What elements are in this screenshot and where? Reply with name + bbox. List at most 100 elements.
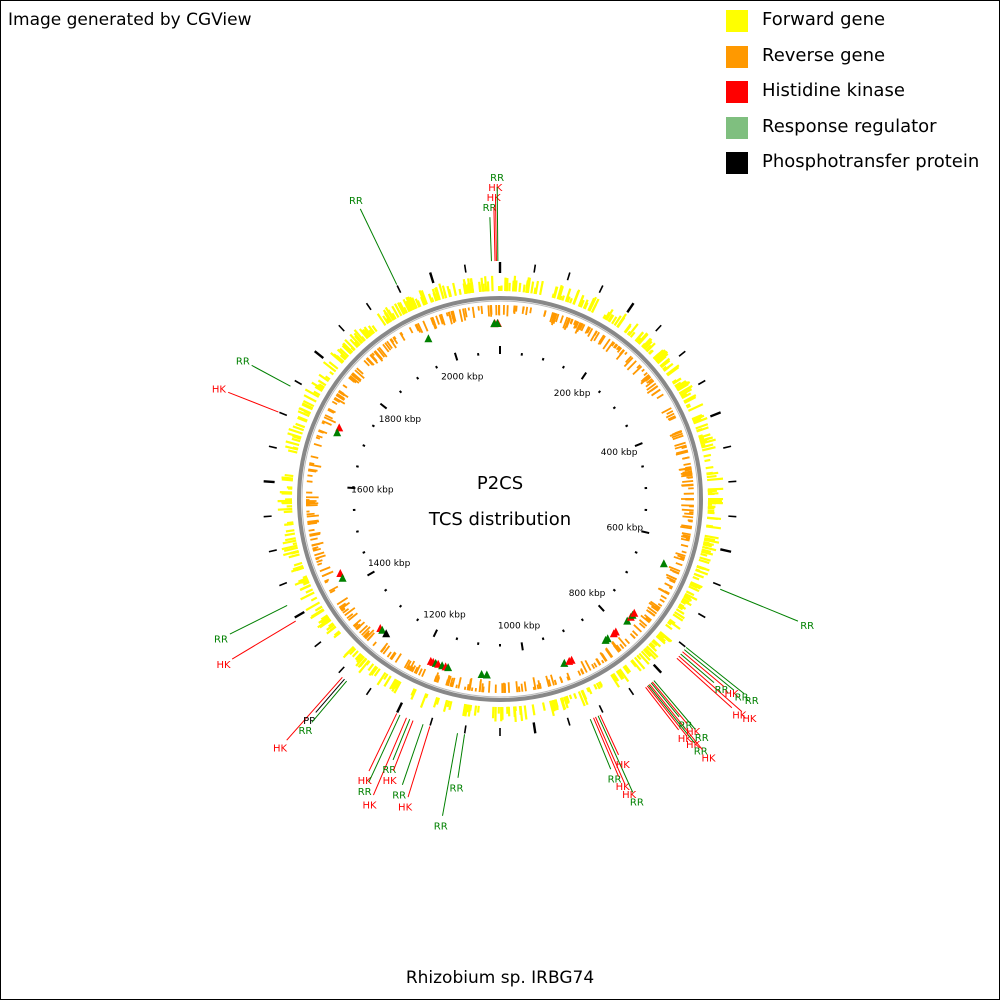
reverse-gene-mark xyxy=(679,556,685,560)
forward-gene-mark xyxy=(707,477,724,482)
reverse-gene-mark xyxy=(633,624,642,633)
reverse-gene-mark xyxy=(384,342,392,351)
forward-gene-mark xyxy=(398,301,407,315)
reverse-gene-mark xyxy=(411,665,417,673)
reverse-gene-mark xyxy=(529,307,533,314)
reverse-gene-mark xyxy=(649,600,661,609)
forward-gene-mark xyxy=(358,659,370,674)
forward-gene-mark xyxy=(430,297,435,303)
backbone-circle xyxy=(297,296,703,702)
callout-line xyxy=(315,678,345,713)
forward-gene-mark xyxy=(680,600,687,605)
feature-marker-hk xyxy=(567,655,576,664)
forward-gene-mark xyxy=(696,565,707,571)
callout-line xyxy=(496,187,499,262)
forward-gene-mark xyxy=(466,704,470,713)
forward-gene-mark xyxy=(434,286,441,301)
forward-gene-mark xyxy=(687,403,704,412)
reverse-gene-mark xyxy=(463,686,467,690)
forward-gene-mark xyxy=(704,537,716,542)
reverse-gene-mark xyxy=(418,668,423,676)
forward-gene-mark xyxy=(645,346,652,352)
scale-label: 1000 kbp xyxy=(498,622,541,632)
reverse-gene-mark xyxy=(617,636,627,648)
callout-line xyxy=(392,720,414,771)
forward-gene-mark xyxy=(557,285,564,300)
outer-tick xyxy=(728,480,737,483)
forward-gene-mark xyxy=(519,705,524,722)
reverse-gene-mark xyxy=(684,468,692,472)
forward-gene-mark xyxy=(660,359,671,369)
reverse-gene-mark xyxy=(335,394,345,401)
reverse-gene-mark xyxy=(611,640,621,652)
forward-gene-mark xyxy=(637,332,648,345)
forward-gene-mark xyxy=(703,538,720,544)
forward-gene-mark xyxy=(681,599,692,607)
forward-gene-mark xyxy=(704,458,711,463)
forward-gene-mark xyxy=(387,309,396,321)
reverse-gene-mark xyxy=(448,311,452,320)
forward-gene-mark xyxy=(318,383,325,389)
forward-gene-mark xyxy=(317,605,323,611)
reverse-gene-mark xyxy=(313,443,322,448)
outer-tick xyxy=(428,272,435,284)
reverse-gene-mark xyxy=(547,679,552,687)
callout-line xyxy=(680,653,715,684)
reverse-gene-mark xyxy=(322,420,332,426)
reverse-gene-mark xyxy=(405,660,412,670)
callout-line xyxy=(595,716,626,785)
forward-gene-mark xyxy=(627,323,639,337)
reverse-gene-mark xyxy=(675,449,689,455)
feature-marker-rr xyxy=(424,334,433,343)
forward-gene-mark xyxy=(292,446,299,450)
reverse-gene-mark xyxy=(586,326,592,334)
reverse-gene-mark xyxy=(351,372,358,379)
forward-gene-mark xyxy=(656,633,666,643)
forward-gene-mark xyxy=(302,575,308,579)
reverse-gene-mark xyxy=(315,557,320,561)
scale-tick xyxy=(355,465,359,468)
scale-label: 600 kbp xyxy=(606,523,643,533)
reverse-gene-mark xyxy=(413,666,419,674)
reverse-gene-mark xyxy=(306,512,315,516)
scale-tick xyxy=(541,357,545,361)
outer-tick xyxy=(598,285,604,294)
reverse-gene-mark xyxy=(668,586,673,590)
forward-gene-mark xyxy=(595,682,601,690)
reverse-gene-mark xyxy=(643,614,652,621)
callout-line xyxy=(286,676,343,741)
reverse-gene-mark xyxy=(672,434,684,441)
forward-gene-mark xyxy=(701,443,714,449)
reverse-gene-mark xyxy=(624,351,628,356)
forward-gene-mark xyxy=(577,294,585,307)
forward-gene-mark xyxy=(420,290,428,305)
reverse-gene-mark xyxy=(310,537,318,541)
reverse-gene-mark xyxy=(642,374,650,381)
reverse-gene-mark xyxy=(363,359,370,367)
reverse-gene-mark xyxy=(532,686,536,691)
reverse-gene-track xyxy=(305,304,695,693)
outer-tick xyxy=(697,379,706,386)
forward-gene-mark xyxy=(393,303,403,317)
reverse-gene-mark xyxy=(638,619,648,627)
callout-line xyxy=(651,681,688,724)
forward-gene-mark xyxy=(666,621,672,626)
forward-gene-mark xyxy=(376,313,387,327)
reverse-gene-mark xyxy=(569,318,574,325)
forward-gene-mark xyxy=(484,276,488,292)
reverse-gene-mark xyxy=(306,514,319,518)
callout-line xyxy=(650,682,680,718)
forward-gene-mark xyxy=(672,377,681,385)
scale-tick xyxy=(562,629,565,633)
reverse-gene-mark xyxy=(677,554,686,559)
reverse-gene-mark xyxy=(321,421,325,425)
forward-gene-mark xyxy=(552,286,558,299)
reverse-gene-mark xyxy=(616,347,623,353)
scale-tick xyxy=(625,424,629,428)
forward-gene-mark xyxy=(324,616,330,621)
reverse-gene-mark xyxy=(659,598,665,603)
scale-tick xyxy=(355,530,359,533)
reverse-gene-mark xyxy=(487,305,490,317)
reverse-gene-mark xyxy=(552,313,558,324)
